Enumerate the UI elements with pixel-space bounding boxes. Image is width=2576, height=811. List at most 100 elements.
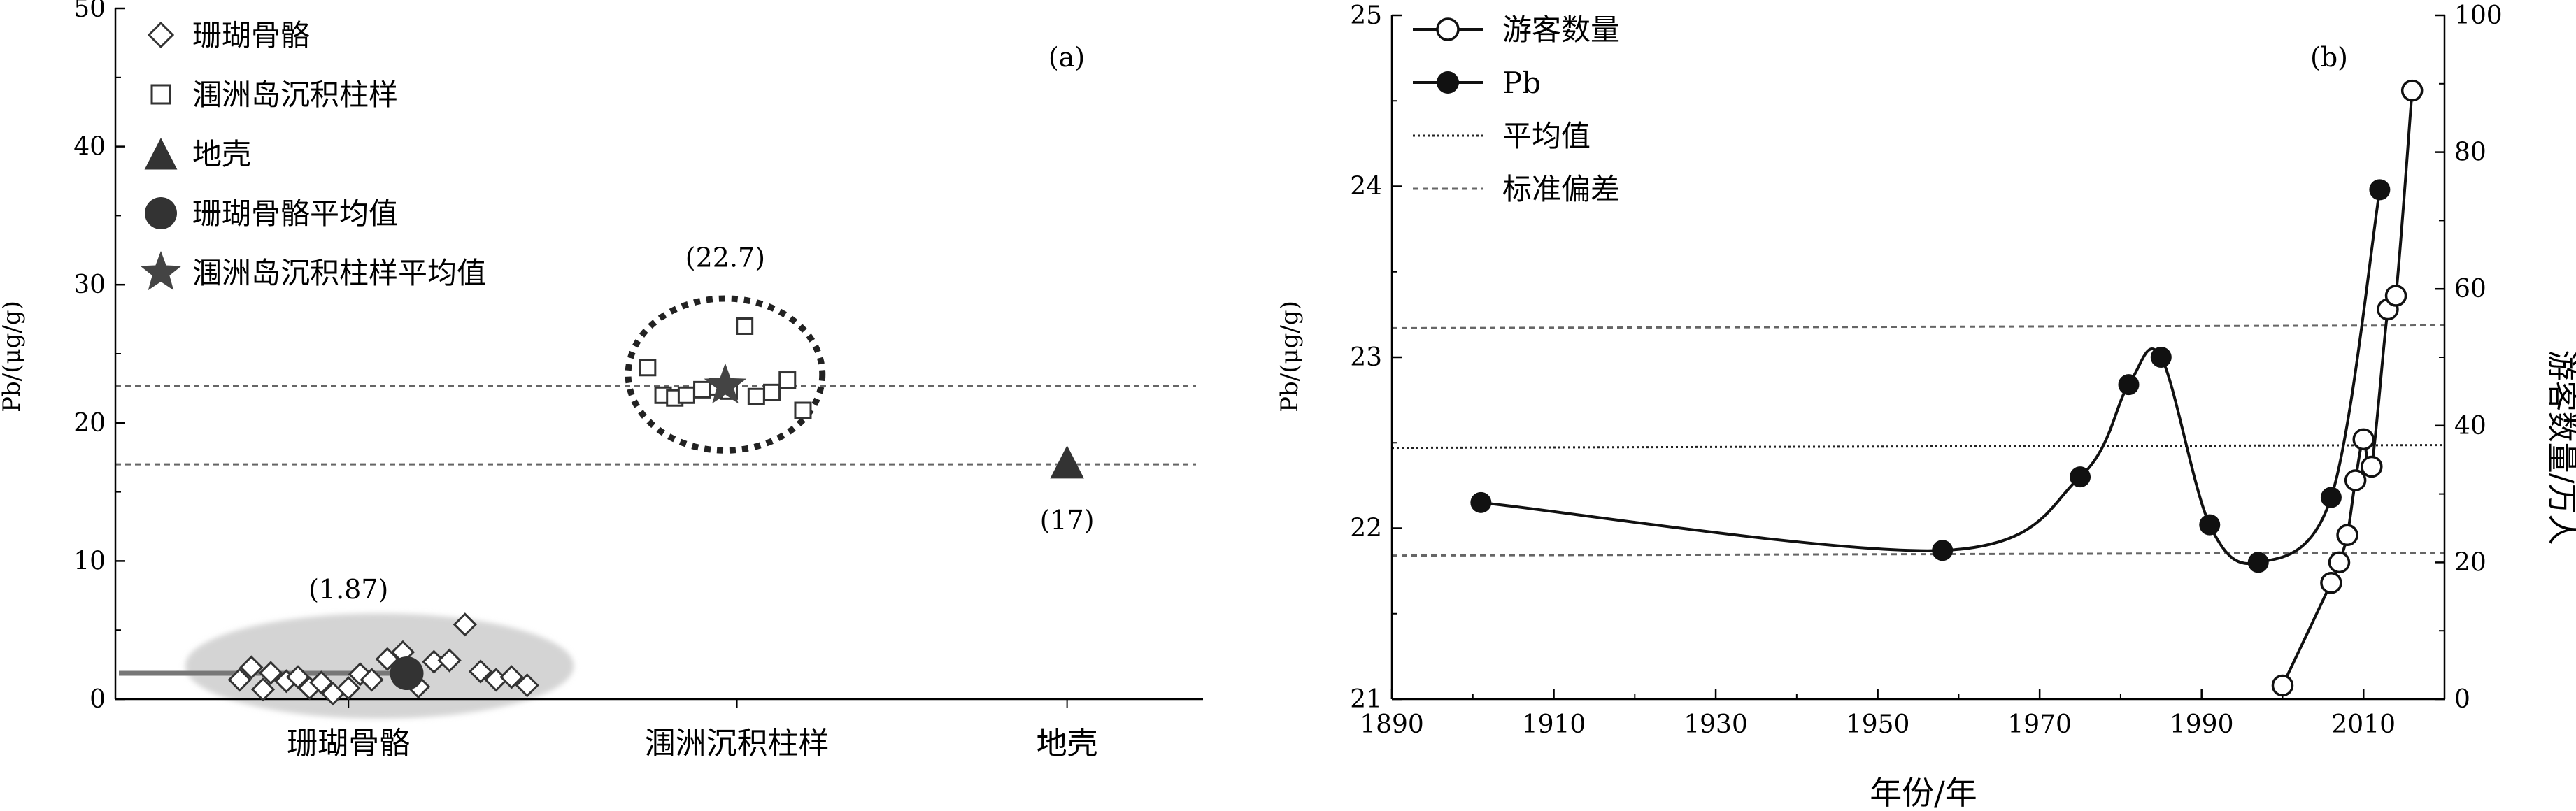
panel-a-ylabel: Pb/(μg/g)	[0, 301, 26, 412]
panel-b-xtick-label: 2010	[2331, 710, 2396, 739]
legend-coral-marker	[147, 21, 175, 49]
pb-point	[2369, 179, 2391, 201]
panel-b-ylabel: Pb/(μg/g)	[1276, 301, 1304, 412]
legend-label: 平均值	[1502, 119, 1591, 153]
sediment-point	[693, 380, 711, 399]
pb-point	[1932, 540, 1954, 561]
panel-b-ytick-label: 23	[1350, 343, 1382, 372]
coral-point	[437, 648, 462, 673]
annotation-crust: (17)	[1040, 505, 1095, 536]
coral-cluster-highlight	[185, 613, 574, 719]
panel-b-xtick-label: 1970	[2007, 710, 2072, 739]
legend-label: 标准偏差	[1502, 172, 1620, 206]
coral-point	[250, 677, 276, 702]
sediment-point	[747, 387, 765, 406]
legend-visitors-marker	[1436, 17, 1460, 41]
sediment-point	[677, 386, 695, 404]
legend-label: 涠洲岛沉积柱样	[192, 78, 398, 112]
sediment-cluster-outline	[625, 295, 826, 454]
legend-label: 珊瑚骨骼平均值	[192, 196, 398, 231]
panel-b-mean-line	[1391, 444, 2445, 450]
panel-a-ytick-label: 40	[73, 133, 106, 162]
panel-b: Pb/(μg/g) 游客数量/万人 年份/年 21 22 23 24 25 0 20 40 60…	[1276, 1, 2576, 811]
visitor-point	[2271, 674, 2294, 697]
legend-sediment-mean-marker	[140, 251, 182, 291]
sediment-point	[736, 317, 754, 335]
coral-point	[360, 668, 384, 692]
coral-point	[239, 655, 264, 680]
coral-point	[259, 661, 283, 685]
panel-b-xtick-label: 1950	[1846, 710, 1910, 739]
sediment-point	[639, 359, 657, 377]
panel-b-y2tick-label: 100	[2454, 1, 2503, 30]
coral-point	[468, 659, 493, 684]
visitor-point	[2400, 79, 2424, 102]
pb-point	[1470, 491, 1492, 513]
panel-a-category-label: 涠洲沉积柱样	[645, 726, 830, 761]
panel-a-category-label: 地壳	[1037, 726, 1098, 761]
panel-b-ytick-label: 25	[1350, 1, 1382, 30]
visitor-point	[2328, 551, 2351, 574]
visitor-point	[2352, 428, 2375, 451]
panel-b-xtick-label: 1910	[1522, 710, 1586, 739]
sediment-point	[778, 371, 797, 389]
sediment-mean-point	[704, 363, 747, 404]
panel-b-xtick-label: 1890	[1360, 710, 1424, 739]
coral-point	[499, 665, 524, 689]
legend-coral-mean-marker	[145, 197, 177, 229]
legend-label: 游客数量	[1502, 13, 1620, 47]
panel-b-axes: 21 22 23 24 25 0 20 40 60 80 100 1890 1910 1930 1950 19…	[1350, 1, 2503, 739]
legend-label: 珊瑚骨骼	[192, 18, 310, 52]
pb-series-line	[1481, 189, 2382, 566]
coral-point	[515, 673, 539, 698]
panel-b-y2tick-label: 80	[2454, 138, 2486, 167]
panel-b-marks	[1470, 79, 2424, 697]
panel-b-reference-lines	[1391, 324, 2445, 557]
pb-point	[2247, 552, 2269, 573]
panel-b-xtick-label: 1930	[1684, 710, 1748, 739]
coral-point	[309, 670, 334, 695]
panel-b-y2tick-label: 60	[2454, 275, 2486, 303]
legend-sediment-marker	[150, 84, 171, 105]
panel-b-xtick-label: 1990	[2170, 710, 2234, 739]
visitor-point	[2336, 524, 2358, 547]
panel-b-y2tick-label: 20	[2454, 548, 2486, 577]
legend-pb-marker	[1437, 71, 1459, 94]
visitor-point	[2361, 455, 2383, 478]
panel-b-ytick-label: 24	[1350, 173, 1382, 201]
panel-a-marks	[227, 317, 1084, 706]
legend-label: 涠洲岛沉积柱样平均值	[192, 256, 486, 290]
panel-a-ytick-label: 0	[90, 685, 106, 714]
sediment-point	[794, 401, 812, 419]
panel-a-label: (a)	[1048, 42, 1085, 73]
pb-point	[2070, 466, 2091, 488]
panel-a-ytick-label: 10	[73, 547, 106, 575]
legend-label: Pb	[1502, 66, 1541, 100]
panel-b-ytick-label: 21	[1350, 685, 1382, 714]
panel-a-category-label: 珊瑚骨骼	[287, 726, 410, 761]
visitors-series-line	[2281, 90, 2414, 687]
pb-point	[2150, 347, 2172, 368]
panel-b-ytick-label: 22	[1350, 515, 1382, 543]
sediment-point	[763, 383, 781, 401]
panel-b-y2label: 游客数量/万人	[2544, 350, 2576, 545]
crust-point	[1050, 445, 1084, 479]
panel-a-ytick-label: 20	[73, 409, 106, 438]
panel-b-std-line	[1391, 324, 2445, 329]
panel-b-y2tick-label: 40	[2454, 412, 2486, 440]
visitor-point	[2384, 285, 2407, 307]
legend-crust-marker	[144, 138, 178, 170]
coral-point	[285, 665, 311, 689]
pb-point	[2320, 487, 2342, 508]
visitor-point	[2344, 469, 2367, 491]
visitor-point	[2320, 571, 2342, 594]
coral-point	[453, 612, 477, 637]
panel-b-label: (b)	[2310, 42, 2348, 73]
panel-a-ytick-label: 50	[73, 0, 106, 23]
